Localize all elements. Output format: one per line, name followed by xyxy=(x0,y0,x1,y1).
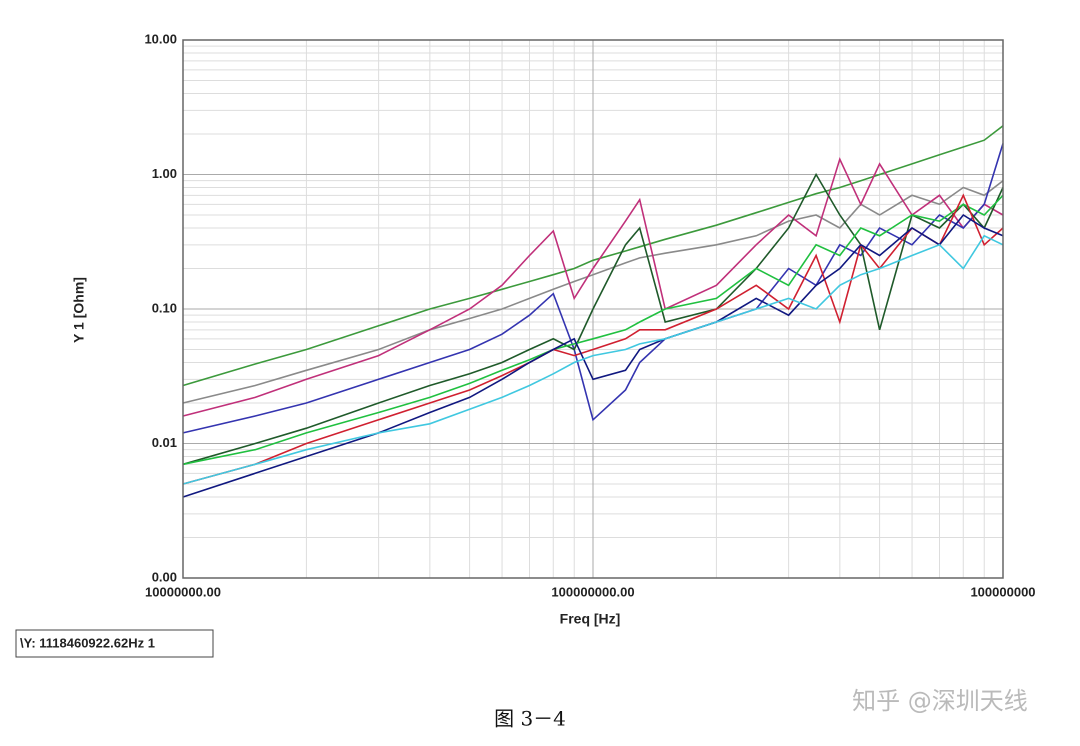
y-tick-label: 0.01 xyxy=(152,435,177,450)
y-tick-label: 10.00 xyxy=(144,31,177,46)
series-line xyxy=(182,156,1004,417)
x-tick-label: 10000000.00 xyxy=(145,584,221,599)
x-tick-label: 100000000 xyxy=(970,584,1035,599)
y-tick-label: 1.00 xyxy=(152,166,177,181)
series-line xyxy=(182,125,1004,387)
series-line xyxy=(182,234,1004,485)
y-tick-label: 0.00 xyxy=(152,569,177,584)
watermark: 知乎 @深圳天线 xyxy=(852,687,1028,715)
cursor-label: \Y: 1118460922.62Hz 1 xyxy=(20,635,155,650)
series-line xyxy=(182,194,1004,466)
series-line xyxy=(182,213,1004,498)
series-line xyxy=(182,193,1004,485)
y-tick-label: 0.10 xyxy=(152,300,177,315)
y-axis-label: Y 1 [Ohm] xyxy=(71,277,87,343)
x-tick-label: 100000000.00 xyxy=(551,584,634,599)
grid xyxy=(182,39,1004,579)
cursor-box xyxy=(15,629,214,658)
x-axis-label: Freq [Hz] xyxy=(560,611,621,627)
caption: 图 3－4 xyxy=(494,707,566,731)
lines xyxy=(182,125,1004,498)
series-line xyxy=(182,143,1004,434)
plot-frame xyxy=(182,39,1004,579)
